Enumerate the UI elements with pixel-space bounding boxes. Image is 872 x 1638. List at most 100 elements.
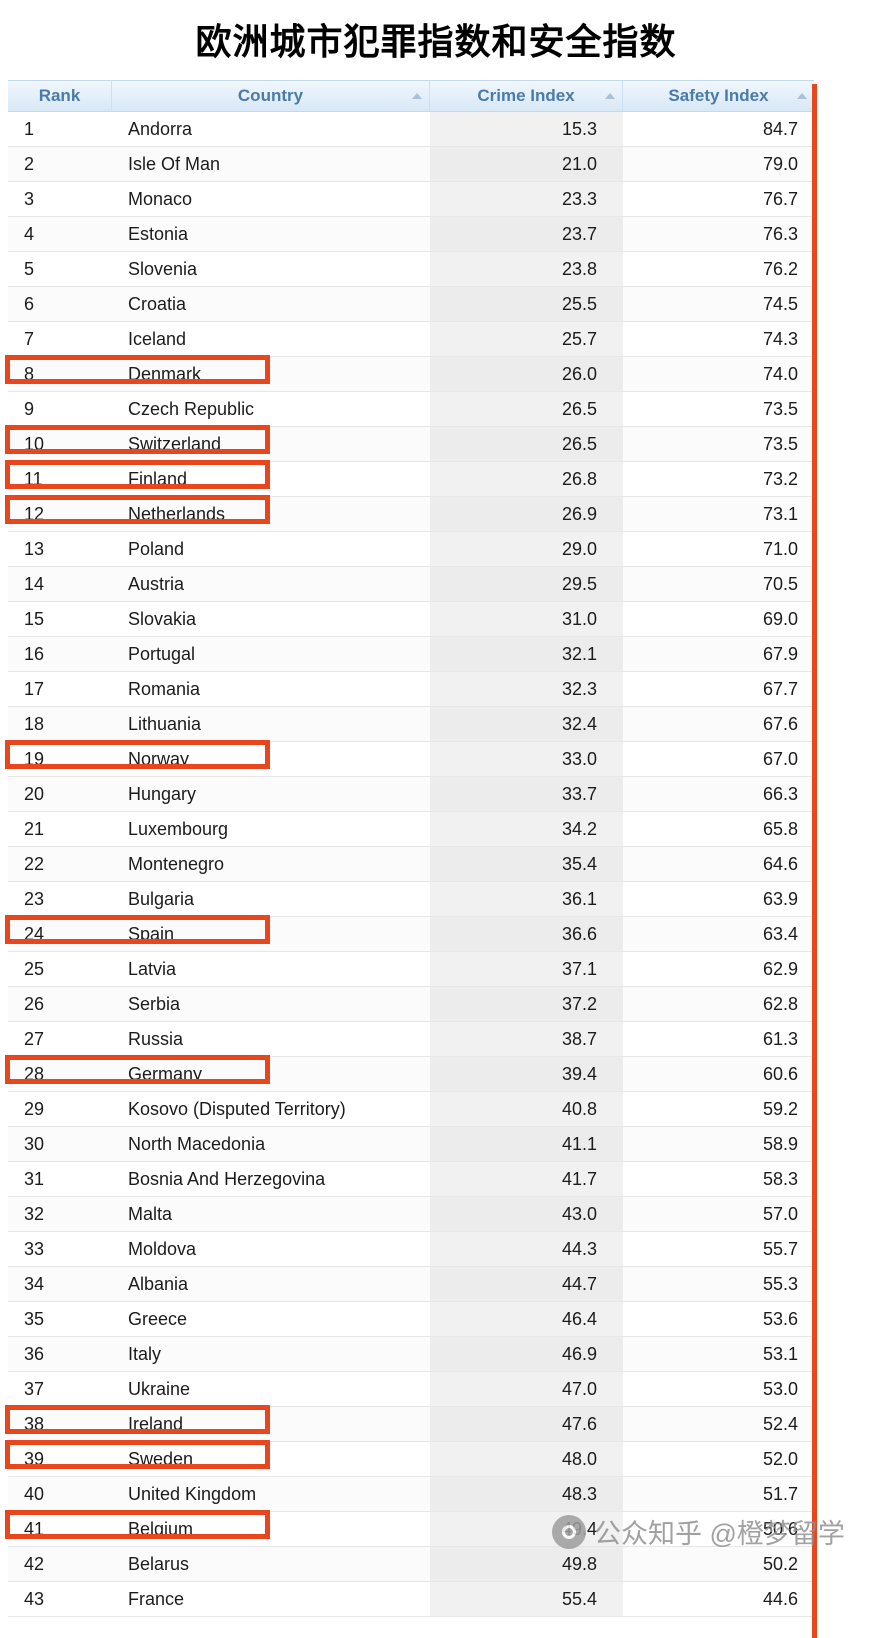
safety-index-cell: 51.7 xyxy=(762,1483,798,1504)
table-row: 24 Spain 36.6 63.4 xyxy=(5,915,814,952)
column-header-country[interactable]: Country xyxy=(112,81,430,111)
safety-index-cell: 60.6 xyxy=(762,1063,798,1084)
country-cell: France xyxy=(128,1588,185,1609)
rank-cell: 43 xyxy=(24,1588,45,1609)
table-row: 8 Denmark 26.0 74.0 xyxy=(5,355,814,392)
table-row: 7 Iceland 25.7 74.3 xyxy=(8,322,814,357)
country-cell: Albania xyxy=(128,1273,189,1294)
country-cell: Denmark xyxy=(128,363,202,384)
rank-cell: 19 xyxy=(24,748,45,769)
safety-index-cell: 50.6 xyxy=(762,1518,798,1539)
crime-index-cell: 46.4 xyxy=(430,1302,623,1336)
safety-index-cell: 63.4 xyxy=(762,923,798,944)
safety-index-cell: 59.2 xyxy=(762,1098,798,1119)
safety-index-cell: 63.9 xyxy=(762,888,798,909)
crime-index-cell: 34.2 xyxy=(430,812,623,846)
rank-cell: 30 xyxy=(24,1133,45,1154)
safety-index-cell: 62.9 xyxy=(762,958,798,979)
crime-index-cell: 47.6 xyxy=(430,1407,623,1441)
crime-index-cell: 37.2 xyxy=(430,987,623,1021)
column-header-crime-index[interactable]: Crime Index xyxy=(430,81,623,111)
country-cell: Monaco xyxy=(128,188,193,209)
country-cell: Switzerland xyxy=(128,433,222,454)
table-row: 40 United Kingdom 48.3 51.7 xyxy=(8,1477,814,1512)
country-cell: Luxembourg xyxy=(128,818,229,839)
country-cell: Greece xyxy=(128,1308,188,1329)
table-row: 31 Bosnia And Herzegovina 41.7 58.3 xyxy=(8,1162,814,1197)
crime-index-cell: 26.0 xyxy=(430,357,623,391)
rank-cell: 18 xyxy=(24,713,45,734)
safety-index-cell: 52.4 xyxy=(762,1413,798,1434)
rank-cell: 1 xyxy=(24,118,35,139)
crime-index-cell: 55.4 xyxy=(430,1582,623,1616)
crime-index-cell: 32.4 xyxy=(430,707,623,741)
crime-safety-index-table: Rank Country Crime Index Safety Index 1 A… xyxy=(5,80,814,1617)
crime-index-cell: 49.4 xyxy=(430,1512,623,1546)
table-row: 12 Netherlands 26.9 73.1 xyxy=(5,495,814,532)
right-red-stripe xyxy=(812,84,817,1638)
safety-index-cell: 58.3 xyxy=(762,1168,798,1189)
country-cell: Isle Of Man xyxy=(128,153,221,174)
crime-index-cell: 25.5 xyxy=(430,287,623,321)
country-cell: Andorra xyxy=(128,118,193,139)
crime-index-cell: 46.9 xyxy=(430,1337,623,1371)
crime-index-cell: 41.1 xyxy=(430,1127,623,1161)
crime-index-cell: 32.1 xyxy=(430,637,623,671)
table-row: 19 Norway 33.0 67.0 xyxy=(5,740,814,777)
column-header-rank[interactable]: Rank xyxy=(8,81,112,111)
table-body: 1 Andorra 15.3 84.7 2 Isle Of Man 21.0 79.0 3 Mon… xyxy=(5,112,814,1617)
crime-index-cell: 29.5 xyxy=(430,567,623,601)
table-row: 37 Ukraine 47.0 53.0 xyxy=(8,1372,814,1407)
country-cell: Malta xyxy=(128,1203,173,1224)
country-cell: Belgium xyxy=(128,1518,194,1539)
country-cell: Estonia xyxy=(128,223,189,244)
crime-index-cell: 32.3 xyxy=(430,672,623,706)
safety-index-cell: 84.7 xyxy=(762,118,798,139)
rank-cell: 24 xyxy=(24,923,45,944)
table-row: 9 Czech Republic 26.5 73.5 xyxy=(8,392,814,427)
table-row: 6 Croatia 25.5 74.5 xyxy=(8,287,814,322)
table-row: 10 Switzerland 26.5 73.5 xyxy=(5,425,814,462)
crime-index-cell: 26.5 xyxy=(430,392,623,426)
rank-cell: 32 xyxy=(24,1203,45,1224)
table-row: 33 Moldova 44.3 55.7 xyxy=(8,1232,814,1267)
crime-index-cell: 44.3 xyxy=(430,1232,623,1266)
table-row: 43 France 55.4 44.6 xyxy=(8,1582,814,1617)
table-header-row: Rank Country Crime Index Safety Index xyxy=(8,80,814,112)
rank-cell: 27 xyxy=(24,1028,45,1049)
country-cell: Sweden xyxy=(128,1448,194,1469)
safety-index-cell: 52.0 xyxy=(762,1448,798,1469)
rank-cell: 12 xyxy=(24,503,45,524)
crime-index-cell: 25.7 xyxy=(430,322,623,356)
safety-index-cell: 70.5 xyxy=(762,573,798,594)
rank-cell: 34 xyxy=(24,1273,45,1294)
safety-index-cell: 74.3 xyxy=(762,328,798,349)
column-header-label: Safety Index xyxy=(668,86,769,105)
table-row: 27 Russia 38.7 61.3 xyxy=(8,1022,814,1057)
crime-index-cell: 48.3 xyxy=(430,1477,623,1511)
crime-index-cell: 38.7 xyxy=(430,1022,623,1056)
crime-index-cell: 26.8 xyxy=(430,462,623,496)
rank-cell: 29 xyxy=(24,1098,45,1119)
table-row: 38 Ireland 47.6 52.4 xyxy=(5,1405,814,1442)
column-header-safety-index[interactable]: Safety Index xyxy=(623,81,814,111)
safety-index-cell: 67.7 xyxy=(762,678,798,699)
country-cell: Belarus xyxy=(128,1553,190,1574)
crime-index-cell: 15.3 xyxy=(430,112,623,146)
table-row: 4 Estonia 23.7 76.3 xyxy=(8,217,814,252)
table-row: 29 Kosovo (Disputed Territory) 40.8 59.2 xyxy=(8,1092,814,1127)
safety-index-cell: 53.6 xyxy=(762,1308,798,1329)
table-row: 36 Italy 46.9 53.1 xyxy=(8,1337,814,1372)
country-cell: Serbia xyxy=(128,993,181,1014)
safety-index-cell: 74.0 xyxy=(762,363,798,384)
safety-index-cell: 53.0 xyxy=(762,1378,798,1399)
camera-icon xyxy=(552,1514,586,1549)
country-cell: Romania xyxy=(128,678,201,699)
safety-index-cell: 66.3 xyxy=(762,783,798,804)
rank-cell: 33 xyxy=(24,1238,45,1259)
safety-index-cell: 55.3 xyxy=(762,1273,798,1294)
crime-index-cell: 37.1 xyxy=(430,952,623,986)
country-cell: Finland xyxy=(128,468,188,489)
country-cell: Slovenia xyxy=(128,258,198,279)
